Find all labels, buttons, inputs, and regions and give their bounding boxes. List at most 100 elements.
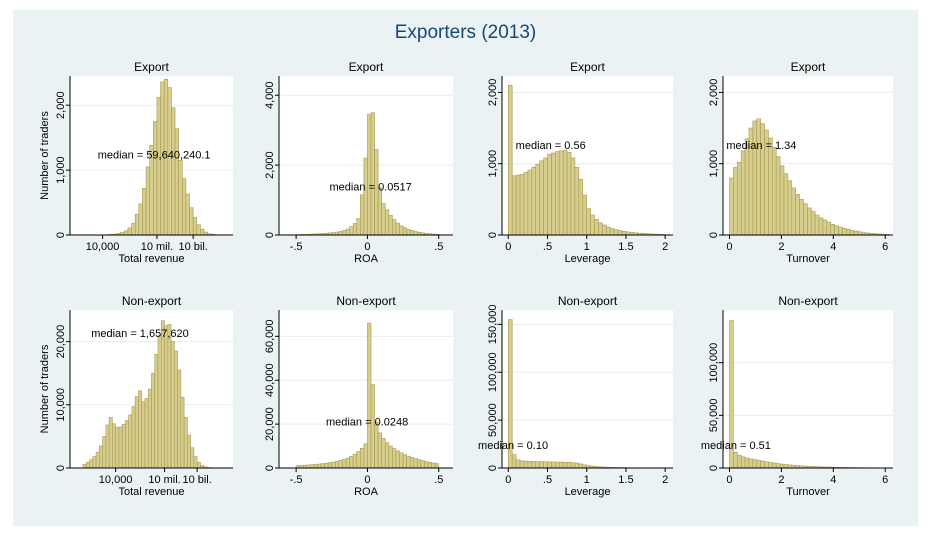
- histogram-bar: [406, 229, 411, 236]
- histogram-bar: [756, 460, 761, 469]
- histogram-bar: [609, 228, 615, 236]
- histogram-bar: [392, 219, 397, 236]
- median-annotation: median = 0.0517: [329, 181, 411, 193]
- histogram-bar: [551, 152, 556, 236]
- histogram-bar: [345, 228, 350, 236]
- histogram-bar: [830, 224, 835, 236]
- histogram-bar: [547, 461, 552, 469]
- x-tick-label: 10 bil.: [178, 241, 207, 253]
- x-axis-label: Leverage: [565, 486, 611, 498]
- histogram-bar: [99, 445, 103, 469]
- y-tick-label: 20,000: [55, 325, 67, 359]
- histogram-bar: [791, 187, 796, 236]
- x-tick-label: 0: [726, 474, 732, 486]
- y-tick-label: 1,000: [708, 150, 720, 178]
- x-tick-label: 0: [726, 241, 732, 253]
- panel-title: Export: [134, 60, 169, 74]
- x-tick-label: 10,000: [86, 241, 120, 253]
- histogram-bar: [555, 461, 560, 469]
- histogram-bar: [768, 137, 773, 236]
- histogram-bar: [736, 455, 742, 469]
- histogram-bar: [507, 84, 513, 236]
- histogram-bar: [434, 463, 440, 469]
- y-tick-label: 0: [264, 465, 276, 471]
- x-axis-label: ROA: [354, 253, 379, 265]
- histogram-bar: [519, 460, 525, 469]
- x-tick-label: 4: [830, 241, 836, 253]
- x-tick-label: 1: [584, 474, 590, 486]
- histogram-bar: [574, 462, 580, 469]
- histogram-bar: [558, 150, 564, 236]
- histogram-bar: [752, 120, 758, 236]
- histogram-bar: [511, 454, 517, 469]
- histogram-bar: [399, 452, 404, 469]
- histogram-bar: [803, 203, 808, 236]
- histogram-bar: [144, 398, 149, 469]
- histogram-bar: [606, 226, 611, 236]
- histogram-bar: [562, 149, 568, 236]
- histogram-bar: [547, 154, 552, 236]
- histogram-bar: [121, 424, 126, 469]
- histogram-bar: [752, 459, 758, 469]
- histogram-bar: [127, 227, 132, 236]
- y-tick-label: 20,000: [264, 407, 276, 441]
- histogram-bar: [598, 222, 603, 236]
- histogram-bar: [764, 461, 769, 469]
- x-axis-label: Leverage: [565, 253, 611, 265]
- median-annotation: median = 0.56: [516, 140, 586, 152]
- histogram-bar: [845, 228, 851, 236]
- histogram-bar: [783, 464, 789, 469]
- histogram-bar: [381, 203, 386, 236]
- histogram-bar: [523, 460, 529, 469]
- histogram-bar: [535, 461, 540, 469]
- histogram-bar: [733, 166, 738, 236]
- histogram-bar: [324, 462, 329, 469]
- histogram-bar: [131, 406, 136, 469]
- histogram-bar: [562, 461, 568, 469]
- median-annotation: median = 1.34: [726, 140, 796, 152]
- histogram-bar: [523, 171, 529, 236]
- histogram-bar: [112, 423, 116, 469]
- histogram-bar: [89, 459, 94, 469]
- y-tick-label: 0: [487, 465, 499, 471]
- histogram-bar: [424, 461, 429, 469]
- median-annotation: median = 0.10: [478, 440, 548, 452]
- histogram-bar: [174, 128, 179, 236]
- histogram-bar: [170, 341, 175, 469]
- x-axis-label: Total revenue: [118, 253, 184, 265]
- histogram-bar: [124, 230, 129, 236]
- histogram-bar: [617, 230, 623, 236]
- median-annotation: median = 1,657,620: [91, 328, 189, 340]
- histogram-bar: [590, 214, 595, 236]
- histogram-bar: [570, 157, 576, 236]
- histogram-bar: [359, 447, 365, 469]
- y-tick-label: 150,000: [487, 304, 499, 344]
- histogram-bar: [185, 193, 190, 236]
- histogram-bar: [151, 372, 156, 469]
- histogram-bar: [733, 451, 738, 469]
- histogram-bar: [193, 456, 198, 469]
- histogram-bar: [409, 457, 415, 469]
- histogram-bar: [399, 225, 404, 236]
- histogram-bar: [613, 229, 619, 236]
- histogram-bar: [849, 230, 855, 236]
- histogram-bar: [818, 217, 824, 236]
- histogram-bar: [178, 160, 183, 236]
- x-tick-label: .5: [434, 474, 443, 486]
- x-tick-label: 1: [584, 241, 590, 253]
- histogram-bar: [157, 334, 162, 469]
- histogram-bar: [392, 448, 397, 469]
- histogram-bar: [359, 194, 365, 236]
- panel-title: Export: [349, 60, 384, 74]
- x-tick-label: 0: [505, 474, 511, 486]
- x-tick-label: 0: [364, 241, 370, 253]
- x-tick-label: 2: [662, 474, 668, 486]
- y-tick-label: 60,000: [264, 320, 276, 354]
- histogram-bar: [384, 209, 390, 236]
- plot-area: [723, 310, 893, 468]
- y-tick-label: 50,000: [487, 403, 499, 437]
- histogram-bar: [388, 215, 393, 236]
- histogram-bar: [842, 227, 847, 236]
- histogram-bar: [744, 138, 750, 236]
